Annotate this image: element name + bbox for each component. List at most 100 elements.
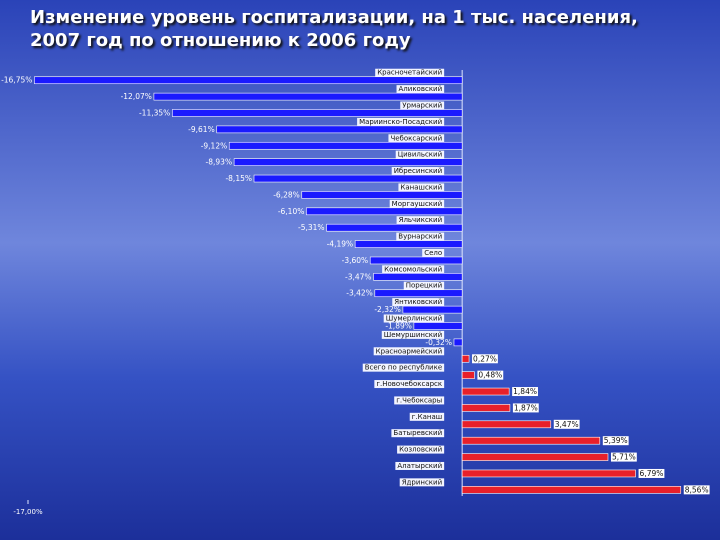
bar (461, 404, 511, 412)
category-label: Батыревский (393, 429, 442, 437)
value-label-bg (553, 419, 580, 429)
category-label-bg (357, 117, 445, 126)
value-label: -9,61% (188, 125, 215, 134)
category-label: Козловский (399, 446, 442, 454)
category-label-bg (394, 396, 445, 405)
bar (354, 240, 463, 248)
category-label-bg (395, 461, 445, 470)
value-label: -6,10% (278, 207, 305, 216)
category-label-bg (391, 429, 445, 438)
value-label: -9,12% (201, 141, 228, 150)
bar (461, 436, 601, 445)
bar (34, 76, 463, 85)
bar (369, 256, 463, 265)
bar (373, 273, 463, 281)
value-label: 1,84% (513, 387, 537, 396)
bar (461, 354, 470, 363)
category-label: Урмарский (402, 102, 442, 110)
category-label: Цивильский (398, 151, 442, 159)
bar (216, 125, 463, 134)
category-label: Чебоксарский (390, 134, 442, 142)
value-label-bg (683, 485, 710, 495)
category-label: Янтиковский (394, 298, 442, 306)
value-label: 8,56% (685, 485, 709, 494)
category-label: Вурнарский (398, 233, 442, 241)
bar (461, 453, 609, 461)
bar (171, 109, 463, 117)
value-label-bg (512, 403, 539, 413)
value-label: 3,47% (555, 420, 579, 429)
value-label: -4,19% (327, 240, 354, 249)
category-label: Моргаушский (392, 200, 442, 208)
category-label: г.Канаш (412, 413, 442, 421)
category-label-bg (422, 248, 445, 257)
bar (153, 92, 463, 101)
value-label-bg (477, 370, 504, 380)
x-tick-label: -17,00% (13, 508, 43, 516)
category-label-bg (388, 134, 445, 143)
category-label: Яльчикский (399, 216, 443, 224)
category-label: г.Новочебоксарск (376, 380, 442, 388)
category-label: Мариинско-Посадский (359, 118, 442, 126)
category-label: Алатырский (397, 462, 442, 470)
value-label: -6,28% (273, 190, 300, 199)
category-label-bg (381, 330, 445, 339)
value-label: -5,31% (298, 223, 325, 232)
category-label: Ядринский (402, 478, 442, 486)
bar (306, 207, 463, 216)
category-label: Село (424, 249, 442, 257)
value-label: 5,71% (612, 453, 636, 462)
value-label: 0,27% (473, 354, 497, 363)
bar (253, 174, 463, 183)
bar (461, 387, 510, 396)
bar (453, 338, 463, 347)
chart-title: Изменение уровень госпитализации, на 1 т… (30, 7, 638, 51)
value-label: -16,75% (1, 76, 32, 85)
category-label-bg (391, 167, 445, 176)
bar (461, 420, 552, 429)
value-label: -8,15% (225, 174, 252, 183)
value-label: 6,79% (640, 469, 664, 478)
value-label: 0,48% (478, 371, 502, 380)
category-label-bg (409, 412, 445, 421)
category-label: Шемуршинский (384, 331, 442, 339)
value-label: -0,32% (425, 338, 452, 347)
category-label: Красноармейский (376, 347, 442, 355)
category-label-bg (395, 150, 445, 159)
category-label: Комсомольский (384, 265, 442, 273)
category-label: Канашский (400, 183, 442, 191)
value-label: 1,87% (514, 403, 538, 412)
value-label: -3,47% (345, 272, 372, 281)
category-label-bg (399, 478, 445, 487)
bar (301, 191, 463, 199)
value-label: -12,07% (121, 92, 152, 101)
bar (402, 305, 463, 314)
bar (461, 469, 636, 478)
value-label: -2,32% (374, 305, 401, 314)
category-label-bg (389, 199, 445, 208)
value-label: -3,60% (342, 256, 369, 265)
bar (461, 371, 475, 379)
plot: -17,00% -16,75% Красночетайский -12,07% Алик… (1, 68, 710, 516)
value-label-bg (638, 468, 665, 478)
category-label-bg (392, 298, 445, 307)
bar (413, 322, 463, 330)
value-label-bg (602, 436, 629, 446)
category-label-bg (403, 281, 445, 290)
category-label-bg (398, 183, 445, 192)
value-label: -3,42% (346, 289, 373, 298)
bar (326, 223, 463, 232)
category-label: Порецкий (406, 282, 442, 290)
category-label: г.Чебоксары (396, 396, 442, 404)
bar (374, 289, 463, 298)
category-label: Красночетайский (377, 69, 442, 77)
value-label: -8,93% (206, 158, 233, 167)
category-label-bg (382, 265, 445, 274)
title-box: Изменение уровень госпитализации, на 1 т… (30, 7, 638, 51)
value-label-bg (512, 387, 538, 397)
category-label-bg (362, 363, 445, 372)
category-label-bg (374, 380, 445, 389)
category-label: Шумерлинский (386, 315, 442, 323)
